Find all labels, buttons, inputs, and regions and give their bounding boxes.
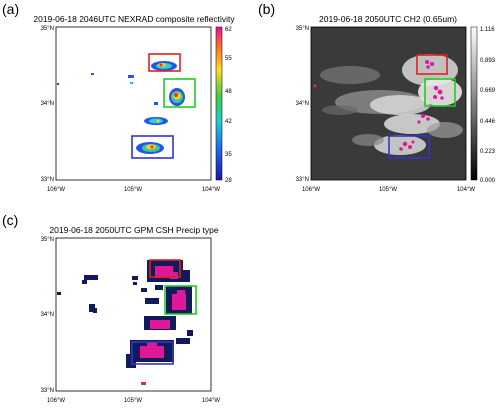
panel-a-cbar-28: 28 (225, 178, 232, 184)
panel-c-xtick-106: 106°W (47, 398, 65, 404)
panel-a-cbar-42: 42 (225, 119, 232, 125)
panel-a: (a) 2019-06-18 2046UTC NEXRAD composite … (2, 1, 235, 193)
panel-a-cbar-35: 35 (225, 152, 232, 158)
panel-c-ytick-33: 33°N (41, 388, 54, 394)
panel-c-xtick-104: 104°W (202, 398, 220, 404)
panel-a-cbar-55: 55 (225, 56, 232, 62)
panel-b-cbar-0223: 0.223 (480, 149, 496, 155)
panel-a-ytick-34: 34°N (41, 101, 54, 107)
panel-b-clouds (320, 54, 463, 155)
panel-b-cbar-1116: 1.116 (480, 27, 495, 33)
panel-b-cbar-0893: 0.893 (480, 58, 496, 64)
panel-a-green-box (163, 78, 196, 108)
panel-a-echoes (57, 61, 185, 154)
panel-c-xtick-105: 105°W (124, 398, 142, 404)
panel-a-cbar-48: 48 (225, 89, 232, 95)
panel-c-blue-box (131, 341, 174, 365)
panel-b-ytick-33: 33°N (296, 177, 309, 183)
panel-b-xtick-104: 104°W (457, 187, 475, 193)
panel-b-blue-box (388, 135, 430, 159)
panel-c-letter: (c) (2, 212, 18, 228)
panel-b-title: 2019-06-18 2050UTC CH2 (0.65um) (319, 14, 457, 24)
panel-a-title: 2019-06-18 2046UTC NEXRAD composite refl… (33, 14, 235, 24)
panel-b-green-box (424, 78, 456, 107)
panel-a-letter: (a) (2, 1, 19, 17)
panel-a-xtick-105: 105°W (124, 187, 142, 193)
panel-c-green-box (164, 285, 197, 315)
panel-c-precip-magenta (140, 266, 186, 385)
panel-b-xtick-105: 105°W (379, 187, 397, 193)
panel-a-xtick-106: 106°W (47, 187, 65, 193)
panel-b-red-box (416, 54, 448, 75)
panel-b-xtick-106: 106°W (302, 187, 320, 193)
panel-c-ytick-34: 34°N (41, 312, 54, 318)
panel-b: (b) 2019-06-18 2050UTC CH2 (0.65um) 3 (258, 1, 496, 193)
panel-a-frame (55, 26, 212, 181)
panel-b-colorbar (470, 26, 478, 181)
panel-a-cbar-62: 62 (225, 27, 232, 33)
panel-a-ytick-35: 35°N (41, 26, 54, 32)
panel-b-ytick-34: 34°N (296, 101, 309, 107)
panel-c: (c) 2019-06-18 2050UTC GPM CSH Precip ty… (2, 212, 220, 404)
panel-b-cbar-0000: 0.000 (480, 178, 496, 184)
panel-b-letter: (b) (258, 1, 275, 17)
panel-b-cbar-0446: 0.446 (480, 119, 496, 125)
panel-b-precip-dots (313, 60, 444, 151)
panel-a-colorbar (215, 26, 223, 181)
panel-a-ytick-33: 33°N (41, 177, 54, 183)
panel-a-blue-box (131, 135, 174, 159)
panel-b-cbar-0669: 0.669 (480, 88, 496, 94)
panel-c-ytick-35: 35°N (41, 237, 54, 243)
panel-b-ytick-35: 35°N (296, 26, 309, 32)
panel-c-red-box (149, 259, 181, 278)
panel-a-xtick-104: 104°W (202, 187, 220, 193)
panel-a-red-box (148, 53, 181, 72)
panel-c-title: 2019-06-18 2050UTC GPM CSH Precip type (49, 225, 218, 235)
